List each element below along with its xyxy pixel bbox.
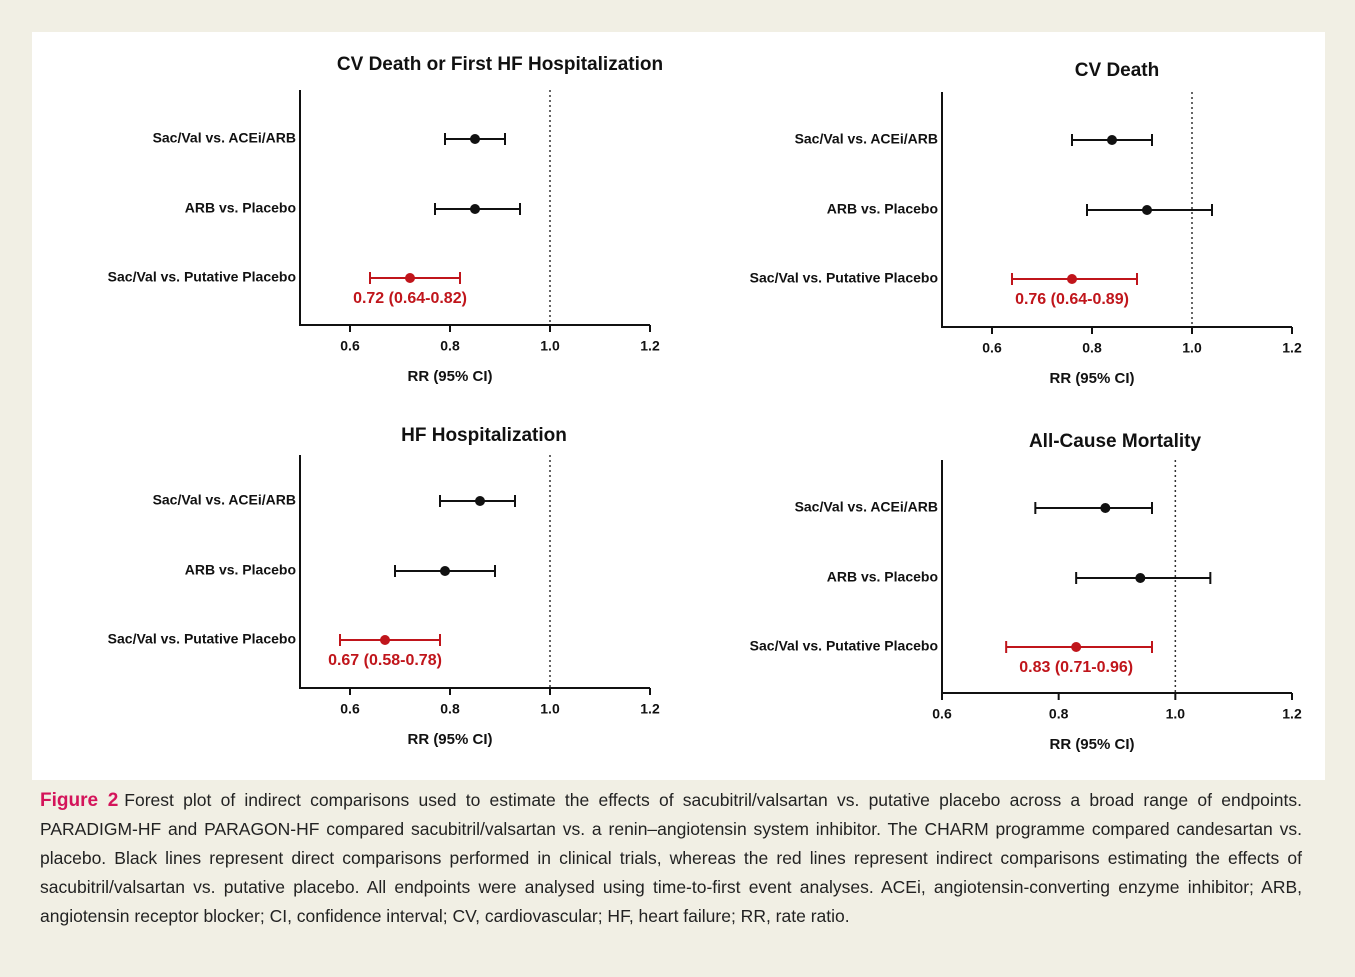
x-tick-label: 1.0 (540, 338, 560, 354)
chart-title: All-Cause Mortality (1029, 431, 1202, 452)
point-estimate (1071, 642, 1082, 652)
point-estimate (1135, 573, 1146, 583)
data-label: 0.72 (0.64-0.82) (353, 290, 467, 307)
x-tick-label: 1.0 (1182, 340, 1202, 356)
x-tick-label: 1.2 (640, 701, 660, 717)
y-tick-label: ARB vs. Placebo (827, 569, 938, 585)
x-tick-label: 0.6 (340, 701, 360, 717)
x-axis-label: RR (95% CI) (1049, 736, 1134, 753)
x-axis-label: RR (95% CI) (407, 368, 492, 385)
y-tick-label: Sac/Val vs. Putative Placebo (750, 638, 938, 654)
point-estimate (475, 496, 485, 506)
x-axis-label: RR (95% CI) (1049, 370, 1134, 387)
y-tick-label: Sac/Val vs. ACEi/ARB (153, 130, 296, 146)
x-tick-label: 1.0 (540, 701, 560, 717)
point-estimate (1142, 205, 1152, 215)
point-estimate (1067, 274, 1077, 284)
point-estimate (405, 273, 415, 283)
x-tick-label: 1.0 (1166, 706, 1186, 722)
chart-title: HF Hospitalization (401, 425, 567, 446)
point-estimate (470, 204, 480, 214)
y-tick-label: Sac/Val vs. ACEi/ARB (795, 131, 938, 147)
caption-label: Figure 2 (40, 790, 119, 811)
data-label: 0.67 (0.58-0.78) (328, 652, 442, 669)
y-tick-label: ARB vs. Placebo (827, 201, 938, 217)
figure: CV Death or First HF Hospitalization 0.6 0… (32, 32, 1325, 780)
caption: Figure 2 Forest plot of indirect comparis… (40, 786, 1302, 931)
y-tick-label: Sac/Val vs. Putative Placebo (108, 631, 296, 647)
point-estimate (380, 635, 390, 645)
y-tick-label: Sac/Val vs. Putative Placebo (750, 270, 938, 286)
figure-panel (32, 32, 1325, 780)
x-axis-label: RR (95% CI) (407, 731, 492, 748)
y-tick-label: ARB vs. Placebo (185, 200, 296, 216)
chart-title: CV Death or First HF Hospitalization (337, 54, 663, 75)
y-tick-label: Sac/Val vs. ACEi/ARB (153, 492, 296, 508)
x-tick-label: 0.8 (1082, 340, 1102, 356)
x-tick-label: 1.2 (1282, 340, 1302, 356)
y-tick-label: ARB vs. Placebo (185, 562, 296, 578)
point-estimate (1107, 135, 1117, 145)
x-tick-label: 0.6 (340, 338, 360, 354)
point-estimate (1100, 503, 1111, 513)
x-tick-label: 1.2 (640, 338, 660, 354)
caption-text: Forest plot of indirect comparisons used… (40, 790, 1302, 926)
data-label: 0.76 (0.64-0.89) (1015, 291, 1129, 308)
chart-title: CV Death (1075, 60, 1159, 81)
data-label: 0.83 (0.71-0.96) (1019, 659, 1133, 676)
x-tick-label: 0.6 (982, 340, 1002, 356)
point-estimate (440, 566, 450, 576)
x-tick-label: 0.8 (440, 338, 460, 354)
y-tick-label: Sac/Val vs. Putative Placebo (108, 269, 296, 285)
x-tick-label: 0.6 (932, 706, 952, 722)
y-tick-label: Sac/Val vs. ACEi/ARB (795, 499, 938, 515)
x-tick-label: 0.8 (1049, 706, 1069, 722)
point-estimate (470, 134, 480, 144)
x-tick-label: 0.8 (440, 701, 460, 717)
x-tick-label: 1.2 (1282, 706, 1302, 722)
